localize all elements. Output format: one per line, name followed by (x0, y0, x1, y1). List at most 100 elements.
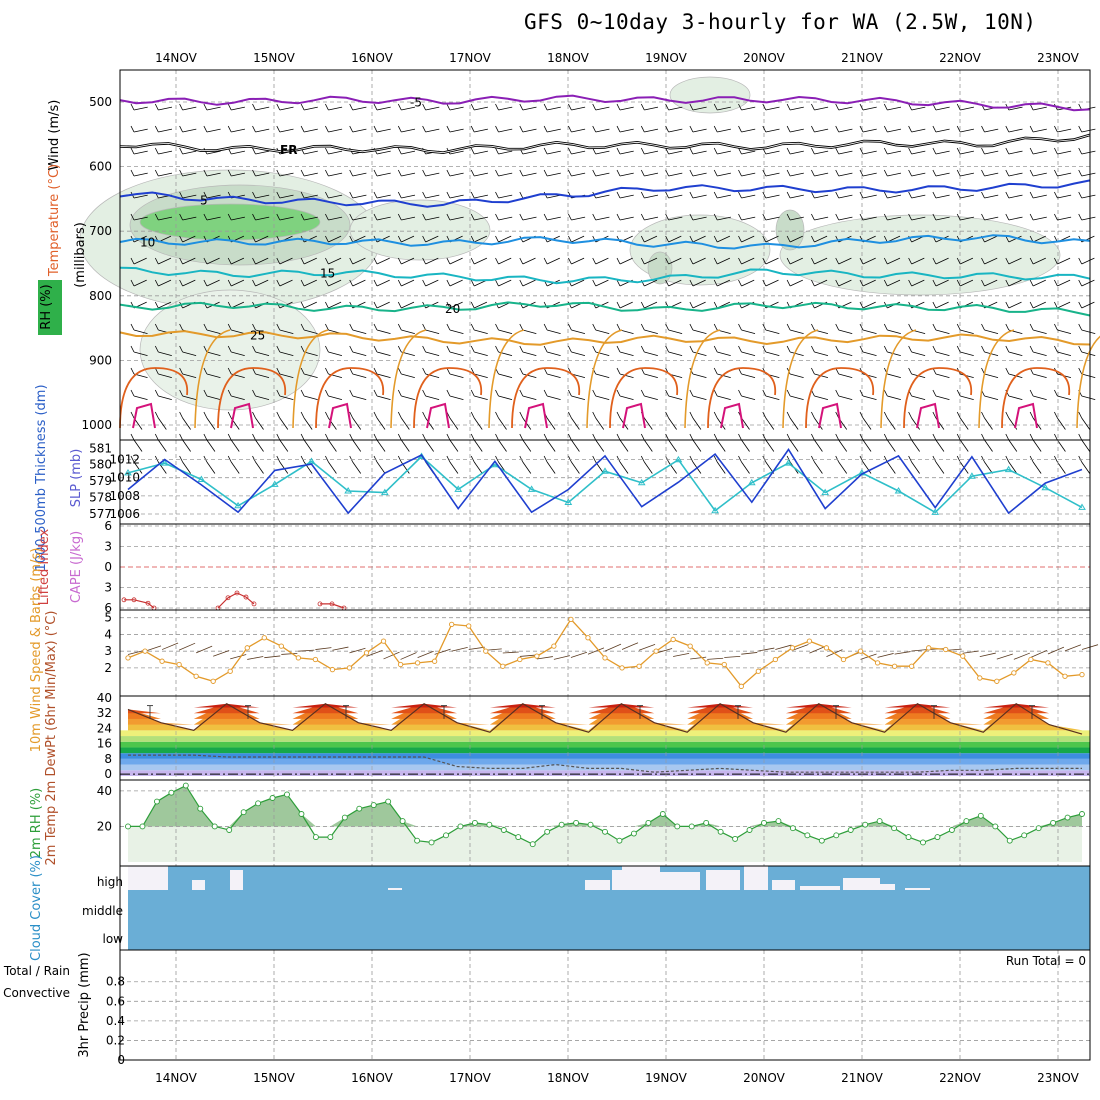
wind-barb (741, 439, 750, 452)
rh-marker (1079, 811, 1085, 817)
wind-barb-flag (203, 169, 208, 177)
wind-barb (619, 461, 629, 474)
wind-barb (571, 279, 585, 287)
wind-barb-flag (422, 389, 426, 397)
wind-barb-flag (762, 323, 767, 331)
rh-marker (529, 841, 536, 848)
wind-barb-10m (195, 645, 213, 654)
thickness-marker (637, 478, 646, 486)
wind-barb-flag (616, 411, 621, 419)
wind-barb (960, 128, 974, 133)
wind-barb-flag (568, 323, 572, 331)
wind-barb-flag (1029, 389, 1034, 397)
wind-barb (1057, 150, 1072, 155)
wind-barb-flag (495, 433, 499, 441)
wind-barb-flag (689, 235, 694, 243)
wind-barb-flag (859, 191, 864, 199)
wind-barb (984, 279, 998, 287)
wind-barb-flag (543, 345, 548, 353)
wind-barb (984, 257, 998, 265)
wind-barb-flag (883, 257, 888, 265)
wind-barb-flag (203, 411, 208, 419)
slp-tick-label: 1012 (109, 453, 140, 467)
isotherm-label: 25 (250, 329, 265, 343)
wind-barb (1032, 279, 1046, 287)
wind-barb (790, 106, 804, 111)
wind-barb (328, 439, 337, 452)
wind-barb (668, 235, 682, 243)
wind-barb (206, 216, 221, 221)
wind-barb (668, 461, 677, 474)
wind-barb-flag (203, 103, 208, 111)
wind-barb-flag (130, 367, 135, 375)
wind-barb (182, 395, 197, 401)
temp-color-band (120, 770, 1090, 776)
wind-barb (960, 329, 974, 335)
wind-barb-flag (495, 345, 499, 353)
thickness-marker (1004, 465, 1013, 473)
isotherm-5 (119, 179, 1091, 208)
wind-barb (1081, 461, 1091, 474)
wind-barb (352, 128, 367, 133)
wind-barb-flag (252, 103, 256, 111)
wind-barb-flag (835, 323, 840, 331)
wind-barb (352, 235, 366, 243)
wind-barb-flag (568, 433, 572, 441)
wind-barb-flag (908, 213, 912, 221)
wind-barb-10m (502, 651, 519, 654)
wind-barb (303, 417, 313, 430)
wind-barb-flag (470, 103, 475, 111)
thickness-marker (674, 455, 683, 463)
wind-barb (182, 417, 191, 430)
wind-barb-flag (762, 455, 767, 463)
wind-barb (692, 351, 707, 357)
wind-barb (668, 128, 683, 133)
wind-speed-marker (908, 663, 915, 669)
wind-barb (206, 329, 221, 335)
wind-barb-flag (1078, 433, 1083, 441)
wind-barb (449, 301, 463, 309)
y-tick-label: 800 (89, 289, 112, 303)
precip-legend-convective: Convective (3, 986, 70, 1000)
wind-barb (886, 461, 896, 474)
wind-barb-flag (519, 169, 524, 177)
wind-barb (935, 216, 950, 221)
rh-marker (486, 821, 493, 828)
wind-barb (571, 395, 586, 401)
wind-barb (644, 351, 658, 357)
wind-barb (1033, 172, 1047, 177)
wind-barb (303, 351, 318, 357)
wind-barb (425, 194, 440, 199)
wind-barb-flag (422, 213, 426, 221)
wind-speed-marker (687, 643, 693, 649)
wind-barb-10m (349, 647, 366, 654)
wind-barb-flag (130, 323, 135, 331)
wind-barb (643, 417, 653, 430)
wind-barb (911, 172, 926, 177)
wind-barb (1032, 235, 1046, 243)
wind-barb-flag (519, 279, 524, 287)
wind-barb-flag (470, 191, 475, 199)
y-tick-label: 500 (89, 95, 112, 109)
wind-barb-flag (956, 323, 961, 331)
wind-barb-10m (468, 646, 485, 650)
rh-marker (515, 834, 522, 841)
wind-barb-10m (673, 652, 690, 657)
wind-barb (814, 150, 829, 155)
wind-speed-marker (960, 653, 966, 659)
wind-barb-flag (130, 257, 135, 265)
wind-barb (814, 216, 829, 221)
wind-speed-marker (585, 635, 591, 641)
wind-barb-flag (373, 169, 378, 177)
wind-barb-flag (325, 235, 329, 243)
wind-barb-flag (568, 169, 572, 177)
wind-barb-flag (932, 125, 937, 133)
wind-barb-10m (434, 648, 451, 655)
isotherm-label: 5 (200, 194, 208, 208)
wind-barb-flag (446, 323, 451, 331)
wind-barb-flag (762, 235, 767, 243)
wind-barb (133, 128, 148, 133)
wind-barb-flag (932, 389, 937, 397)
wind-speed-marker (466, 623, 472, 629)
wind-speed-marker (806, 638, 813, 644)
